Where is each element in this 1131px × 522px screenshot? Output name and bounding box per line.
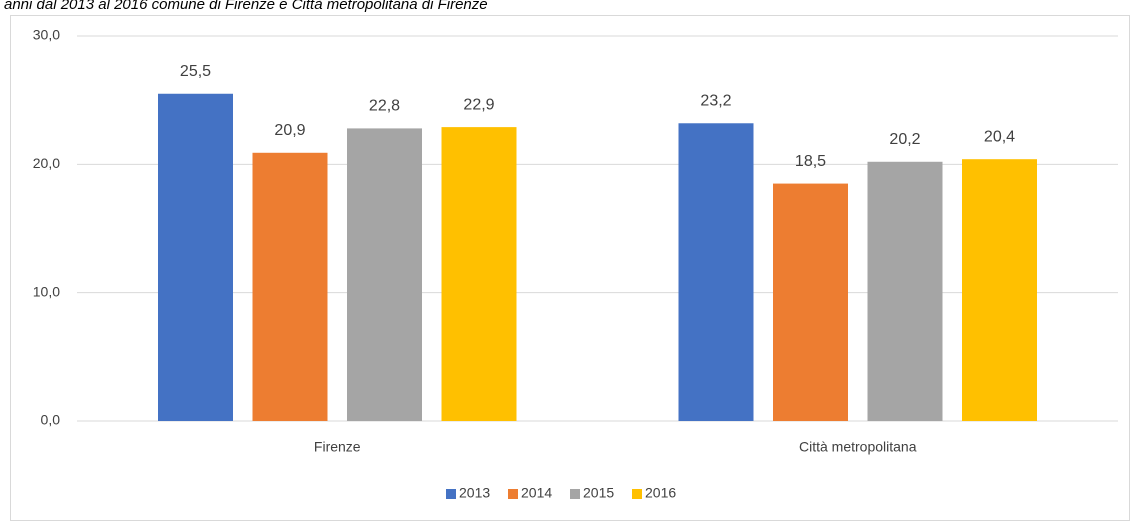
bar: [962, 159, 1037, 421]
y-tick-label: 20,0: [33, 155, 60, 171]
bar: [678, 123, 754, 422]
bar: [441, 127, 517, 421]
legend-swatch: [570, 489, 580, 499]
bar: [252, 152, 328, 422]
bar: [773, 183, 848, 421]
value-label: 20,4: [984, 128, 1015, 145]
bar: [347, 128, 422, 421]
bar: [867, 161, 943, 421]
value-label: 23,2: [700, 92, 731, 109]
value-label: 25,5: [180, 63, 211, 80]
bar: [158, 93, 233, 421]
legend-swatch: [632, 489, 642, 499]
y-tick-label: 30,0: [33, 27, 60, 43]
legend-swatch: [446, 489, 456, 499]
legend-label: 2016: [645, 485, 676, 501]
y-tick-label: 10,0: [33, 283, 60, 299]
x-tick-label: Firenze: [314, 439, 361, 455]
y-tick-label: 0,0: [41, 412, 61, 428]
legend-swatch: [508, 489, 518, 499]
chart-title: anni dal 2013 al 2016 comune di Firenze …: [4, 0, 488, 13]
x-tick-label: Città metropolitana: [799, 439, 917, 455]
value-label: 20,2: [889, 131, 920, 148]
legend-label: 2013: [459, 485, 490, 501]
value-label: 22,9: [463, 96, 494, 113]
legend-label: 2014: [521, 485, 552, 501]
value-label: 22,8: [369, 98, 400, 115]
value-label: 18,5: [795, 153, 826, 170]
legend-label: 2015: [583, 485, 614, 501]
value-label: 20,9: [274, 122, 305, 139]
